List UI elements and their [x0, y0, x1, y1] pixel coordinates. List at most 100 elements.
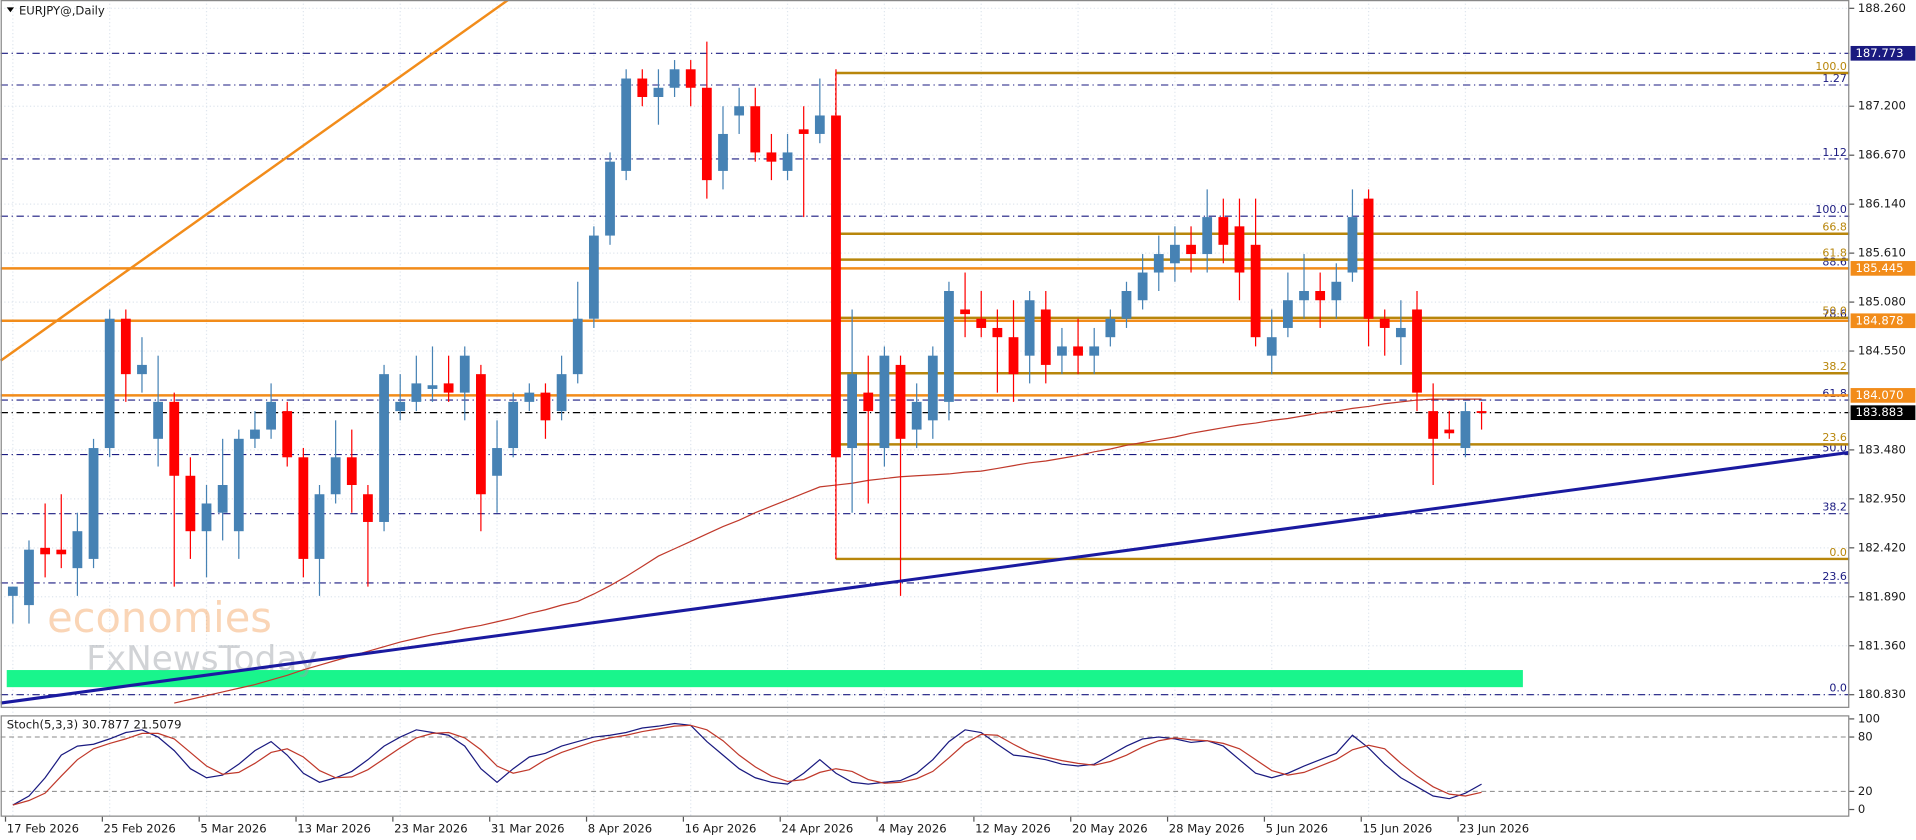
x-tick-label: 31 Mar 2026 — [491, 821, 565, 835]
candle-body — [104, 318, 115, 449]
x-tick-label: 15 Jun 2026 — [1362, 821, 1432, 835]
fib-label: 0.0 — [1829, 546, 1847, 559]
menu-triangle[interactable] — [6, 7, 15, 13]
price-panel-frame — [0, 0, 1850, 708]
price-box — [1850, 45, 1916, 61]
y-tick-label: 185.080 — [1858, 295, 1906, 309]
stoch-line — [12, 722, 1482, 806]
candle-body — [766, 152, 777, 162]
candle-body — [411, 383, 422, 402]
fib-label: 50.0 — [1822, 305, 1847, 318]
y-tick-label: 182.950 — [1858, 491, 1906, 505]
candle-body — [427, 385, 438, 389]
price-box-label: 185.445 — [1855, 261, 1903, 275]
candle-body — [282, 411, 293, 458]
candle-body — [56, 549, 67, 555]
candle-body — [1428, 411, 1439, 439]
candle-body — [944, 291, 954, 402]
candle-body — [605, 161, 615, 236]
candle-body — [1266, 337, 1277, 356]
candle-body — [669, 69, 680, 88]
candle-body — [298, 457, 309, 559]
stoch-panel-frame — [0, 715, 1850, 817]
stoch-title: Stoch(5,3,3) 30.7877 21.5079 — [7, 718, 182, 732]
candle-body — [847, 374, 858, 449]
candle-body — [1460, 411, 1471, 449]
price-box-label: 187.773 — [1855, 46, 1903, 60]
candle-body — [217, 485, 228, 513]
candle-body — [153, 401, 163, 439]
price-box-label: 183.883 — [1855, 405, 1903, 419]
candle-body — [1363, 198, 1374, 319]
label-layer: 188.260 187.200 186.670 186.140 185.610 185.0… — [4, 1, 1916, 835]
candle-body — [363, 494, 373, 522]
fib-label: 61.8 — [1822, 246, 1847, 259]
candle-body — [346, 457, 357, 486]
candle-body — [976, 318, 987, 328]
candle-body — [1170, 244, 1180, 264]
price-box — [1850, 405, 1916, 421]
watermark-text: economies — [47, 593, 272, 642]
candle-body — [24, 549, 34, 606]
y-tick-label: 183.480 — [1858, 442, 1906, 456]
candle-body — [88, 448, 99, 559]
y-tick-label: 185.610 — [1858, 246, 1906, 260]
candle-body — [734, 106, 745, 116]
candle-body — [137, 364, 147, 375]
y-tick-label: 181.360 — [1858, 638, 1906, 652]
candle-body — [40, 547, 51, 555]
fib-label: 23.6 — [1822, 431, 1847, 444]
y-tick-label: 0 — [1858, 802, 1865, 816]
y-tick-label: 182.420 — [1858, 540, 1906, 554]
price-box-label: 184.878 — [1855, 313, 1903, 327]
candle-body — [233, 438, 244, 532]
candle-body — [1379, 318, 1390, 328]
candle-body — [782, 152, 793, 171]
watermark-layer: economies FxNewsToday — [47, 593, 317, 679]
candle-body — [169, 401, 180, 476]
candle-body — [637, 78, 648, 98]
x-tick-label: 17 Feb 2026 — [7, 821, 79, 835]
candle-body — [1250, 244, 1261, 338]
candle-body — [556, 374, 567, 412]
candle-body — [814, 115, 825, 134]
candle-body — [927, 355, 938, 421]
y-tick-label: 187.200 — [1858, 99, 1906, 113]
x-tick-label: 5 Jun 2026 — [1266, 821, 1328, 835]
candle-body — [1299, 291, 1309, 301]
x-tick-label: 20 May 2026 — [1072, 821, 1148, 835]
y-tick-label: 188.260 — [1858, 1, 1906, 15]
level-label: 38.2 — [1822, 501, 1847, 514]
candle-body — [330, 457, 341, 495]
candle-body — [750, 106, 761, 153]
candle-body — [1153, 254, 1164, 273]
moving-average — [174, 398, 1482, 704]
y-tick-label: 186.670 — [1858, 148, 1906, 162]
candle-body — [540, 392, 551, 421]
candle-body — [1008, 337, 1019, 375]
y-tick-label: 181.890 — [1858, 589, 1906, 603]
trend-line-orange — [0, 0, 509, 362]
candle-body — [1057, 346, 1067, 356]
candle-body — [508, 401, 519, 449]
stoch-line — [12, 724, 1482, 806]
candle-body — [701, 87, 712, 181]
candle-body — [379, 374, 389, 522]
candle-body — [7, 586, 18, 596]
x-tick-label: 25 Feb 2026 — [104, 821, 176, 835]
candle-body — [863, 392, 874, 412]
candle-body — [831, 115, 841, 458]
candle-body — [1315, 291, 1326, 301]
candle-body — [1234, 226, 1245, 273]
fib-label: 100.0 — [1815, 60, 1847, 73]
candle-body — [1412, 309, 1422, 393]
candle-body — [718, 133, 728, 171]
x-tick-label: 8 Apr 2026 — [588, 821, 652, 835]
x-tick-label: 13 Mar 2026 — [297, 821, 371, 835]
price-box — [1850, 388, 1916, 403]
x-tick-label: 23 Jun 2026 — [1459, 821, 1529, 835]
y-tick-label: 186.140 — [1858, 197, 1906, 211]
candle-body — [1105, 318, 1116, 338]
